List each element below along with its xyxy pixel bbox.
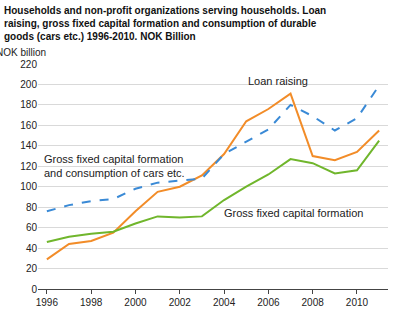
svg-text:NOK billion: NOK billion	[0, 47, 46, 58]
svg-text:0: 0	[31, 284, 37, 295]
svg-text:180: 180	[20, 99, 37, 110]
svg-text:100: 100	[20, 181, 37, 192]
svg-text:120: 120	[20, 161, 37, 172]
svg-text:140: 140	[20, 140, 37, 151]
svg-text:1996: 1996	[36, 297, 59, 308]
svg-text:1998: 1998	[80, 297, 103, 308]
svg-text:Loan raising: Loan raising	[248, 75, 308, 87]
svg-text:40: 40	[26, 243, 38, 254]
svg-text:80: 80	[26, 202, 38, 213]
svg-text:Households and non-profit orga: Households and non-profit organizations …	[4, 5, 326, 42]
svg-text:2006: 2006	[257, 297, 280, 308]
svg-text:2008: 2008	[302, 297, 325, 308]
svg-text:2004: 2004	[213, 297, 236, 308]
svg-text:20: 20	[26, 263, 38, 274]
svg-text:Gross fixed capital formationa: Gross fixed capital formationand consump…	[44, 153, 185, 179]
svg-text:60: 60	[26, 222, 38, 233]
svg-text:2010: 2010	[346, 297, 369, 308]
svg-text:160: 160	[20, 120, 37, 131]
svg-text:Gross fixed capital formation: Gross fixed capital formation	[224, 207, 363, 219]
svg-text:220: 220	[20, 59, 37, 70]
svg-text:200: 200	[20, 79, 37, 90]
svg-text:2002: 2002	[169, 297, 192, 308]
svg-text:2000: 2000	[124, 297, 147, 308]
